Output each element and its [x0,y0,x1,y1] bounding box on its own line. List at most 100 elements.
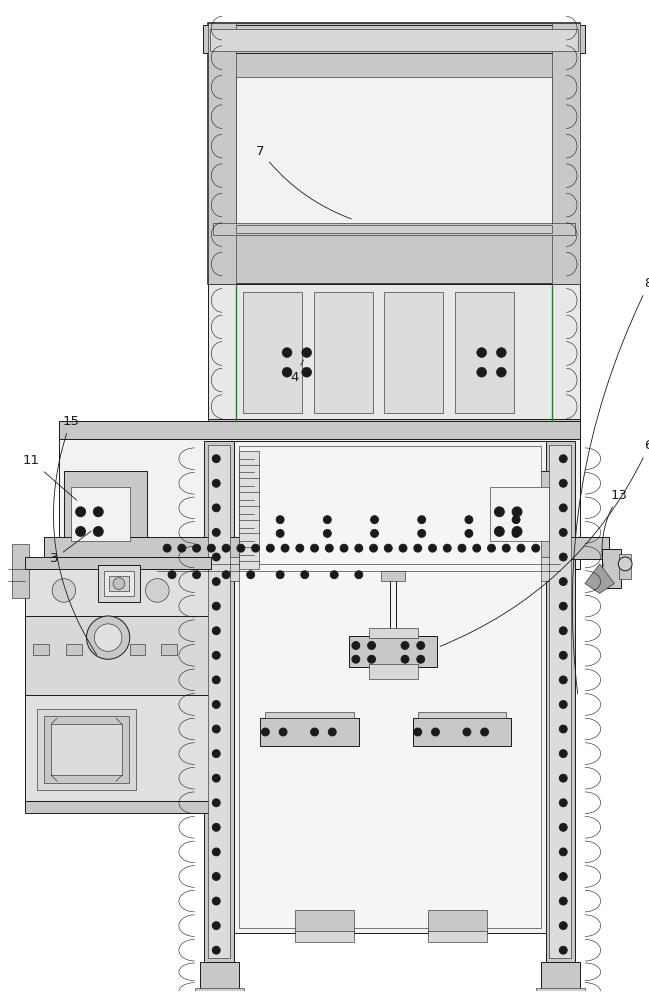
Bar [44,537,609,559]
Bar [295,910,354,934]
Circle shape [399,544,407,552]
Bar [64,471,147,549]
Circle shape [418,529,426,537]
Circle shape [417,655,424,663]
Circle shape [559,676,567,684]
Circle shape [212,627,220,635]
Text: 7: 7 [256,145,351,219]
Circle shape [330,571,338,579]
Bar [489,487,548,541]
Circle shape [559,799,567,807]
Circle shape [370,544,378,552]
Circle shape [296,544,304,552]
Circle shape [212,701,220,708]
Text: 11: 11 [23,454,77,500]
Circle shape [212,455,220,463]
Circle shape [178,544,186,552]
Circle shape [559,602,567,610]
Bar [295,931,354,942]
Bar [243,292,302,413]
Bar [349,636,437,667]
Bar [455,292,514,413]
Circle shape [212,676,220,684]
Circle shape [145,579,169,602]
Circle shape [512,529,520,537]
Circle shape [276,529,284,537]
Bar [204,441,234,962]
Circle shape [168,571,176,579]
Text: 13: 13 [602,489,628,566]
Bar [550,445,571,958]
Circle shape [495,507,504,517]
Bar [208,284,580,421]
Bar [535,988,585,1000]
Circle shape [266,544,275,552]
Circle shape [311,544,319,552]
Circle shape [212,799,220,807]
Circle shape [93,507,103,517]
Circle shape [496,367,506,377]
Circle shape [559,651,567,659]
Circle shape [371,529,378,537]
Bar [619,554,631,579]
Circle shape [414,544,422,552]
Circle shape [212,774,220,782]
Bar [104,571,134,596]
Bar [210,29,578,51]
Circle shape [559,922,567,930]
Circle shape [281,544,289,552]
Bar [234,441,546,933]
Bar [382,571,405,581]
Bar [25,616,212,697]
Bar [265,712,354,718]
Circle shape [496,348,506,357]
Bar [204,25,585,53]
Circle shape [325,544,333,552]
Circle shape [212,553,220,561]
Circle shape [212,479,220,487]
Bar [66,644,82,655]
Text: 4: 4 [291,360,304,384]
Bar [98,565,140,602]
Bar [38,709,136,790]
Bar [208,23,580,284]
Circle shape [428,544,436,552]
Bar [195,988,244,1000]
Bar [260,718,359,746]
Circle shape [401,642,409,649]
Circle shape [465,529,473,537]
Bar [157,557,560,581]
Bar [236,225,552,233]
Circle shape [212,946,220,954]
Circle shape [212,529,220,536]
Circle shape [212,504,220,512]
Bar [369,628,418,638]
Bar [25,695,212,805]
Circle shape [340,544,348,552]
Circle shape [247,571,254,579]
Circle shape [477,348,487,357]
Circle shape [113,578,125,589]
Circle shape [311,728,319,736]
Bar [236,77,552,230]
Circle shape [163,544,171,552]
Bar [71,487,130,541]
Bar [199,962,239,990]
Polygon shape [585,564,615,593]
Circle shape [212,602,220,610]
Bar [541,962,580,990]
Circle shape [559,774,567,782]
Bar [428,910,487,934]
Circle shape [477,367,487,377]
Circle shape [401,655,409,663]
Circle shape [532,544,540,552]
Text: 15: 15 [53,415,97,655]
Bar [208,419,580,429]
Circle shape [212,651,220,659]
Bar [208,445,230,958]
Circle shape [355,544,363,552]
Circle shape [417,642,424,649]
Circle shape [212,897,220,905]
Circle shape [86,616,130,659]
Circle shape [302,367,312,377]
